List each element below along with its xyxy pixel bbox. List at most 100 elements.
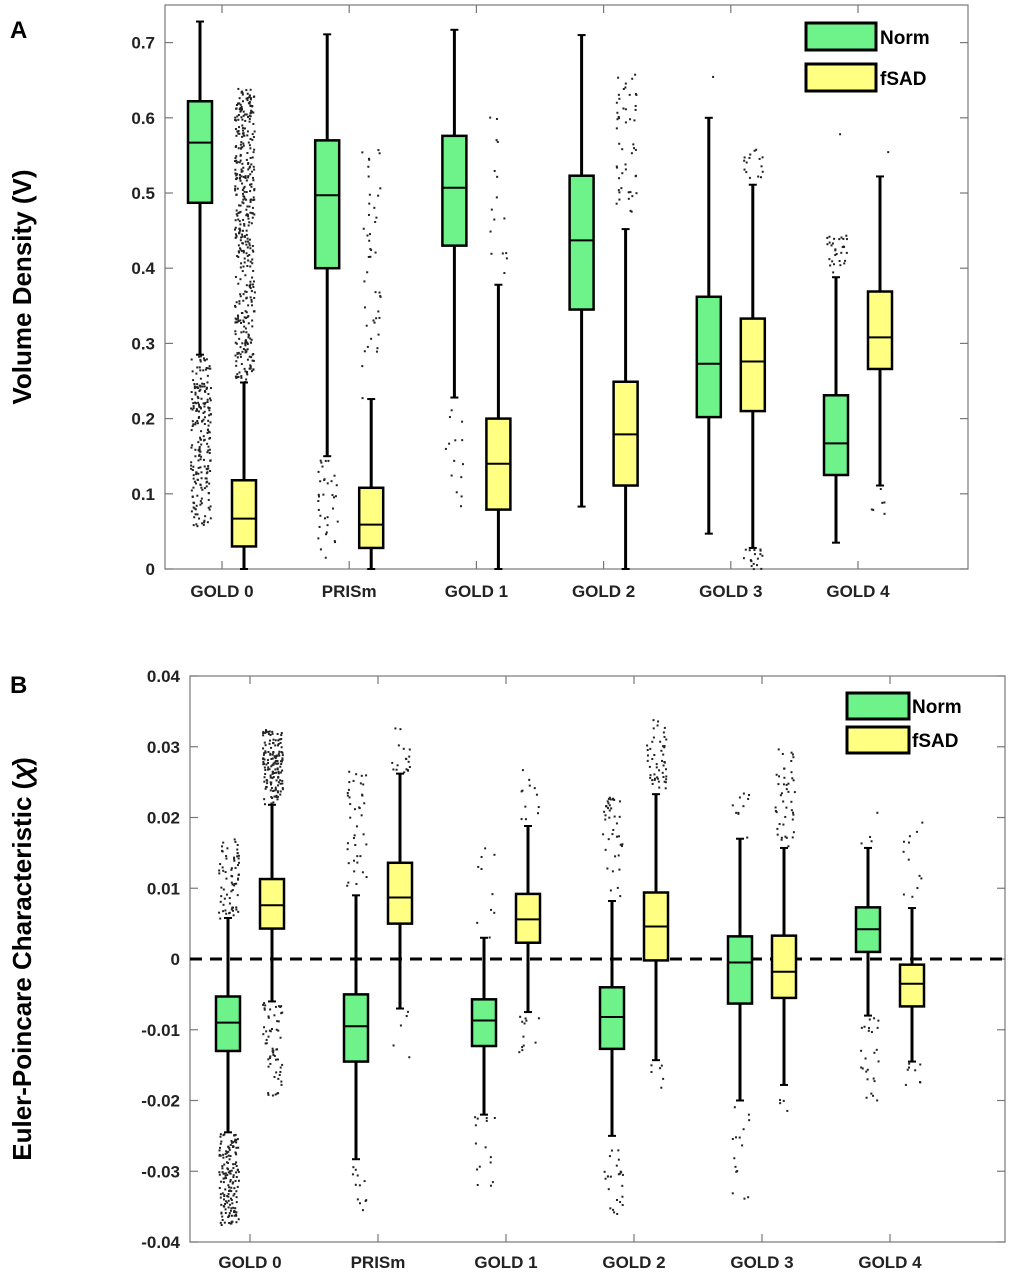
outlier-point bbox=[235, 1171, 238, 1174]
outlier-point bbox=[196, 513, 199, 516]
outlier-point bbox=[608, 1155, 611, 1158]
outlier-point bbox=[221, 1192, 224, 1195]
outlier-point bbox=[246, 99, 249, 102]
outlier-point bbox=[224, 1152, 227, 1155]
outlier-point bbox=[231, 889, 234, 892]
outlier-point bbox=[228, 1186, 231, 1189]
outlier-point bbox=[195, 408, 198, 411]
outlier-point bbox=[247, 115, 250, 118]
outlier-point bbox=[222, 1156, 225, 1159]
outlier-point bbox=[787, 782, 790, 785]
outlier-point bbox=[251, 258, 254, 261]
outlier-point bbox=[621, 1195, 624, 1198]
outlier-point bbox=[840, 236, 843, 239]
outlier-point bbox=[275, 788, 278, 791]
box-fsad-prism bbox=[386, 727, 414, 1059]
outlier-point bbox=[662, 1077, 665, 1080]
outlier-point bbox=[662, 764, 665, 767]
outlier-point bbox=[317, 493, 320, 496]
outlier-point bbox=[277, 739, 280, 742]
outlier-point bbox=[365, 774, 368, 777]
outlier-point bbox=[200, 471, 203, 474]
outlier-point bbox=[235, 213, 238, 216]
outlier-point bbox=[860, 1066, 863, 1069]
outlier-point bbox=[244, 339, 247, 342]
outlier-point bbox=[227, 1216, 230, 1219]
outlier-point bbox=[237, 861, 240, 864]
outlier-point bbox=[785, 836, 788, 839]
outlier-point bbox=[252, 95, 255, 98]
outlier-point bbox=[372, 319, 375, 322]
iqr-box bbox=[726, 935, 754, 1005]
outlier-point bbox=[265, 763, 268, 766]
outlier-point bbox=[197, 441, 200, 444]
outlier-point bbox=[242, 319, 245, 322]
outlier-point bbox=[236, 864, 239, 867]
outlier-point bbox=[265, 1038, 268, 1041]
outlier-point bbox=[207, 506, 210, 509]
outlier-point bbox=[230, 1198, 233, 1201]
outlier-point bbox=[493, 911, 496, 914]
outlier-point bbox=[199, 500, 202, 503]
outlier-point bbox=[902, 893, 905, 896]
outlier-point bbox=[608, 809, 611, 812]
outlier-point bbox=[618, 1172, 621, 1175]
outlier-point bbox=[234, 1152, 237, 1155]
outlier-point bbox=[347, 862, 350, 865]
outlier-point bbox=[272, 776, 275, 779]
outlier-point bbox=[238, 227, 241, 230]
outlier-point bbox=[199, 466, 202, 469]
outlier-point bbox=[359, 855, 362, 858]
outlier-point bbox=[835, 253, 838, 256]
outlier-point bbox=[245, 208, 248, 211]
outlier-point bbox=[731, 1137, 734, 1140]
outlier-point bbox=[237, 87, 240, 90]
outlier-point bbox=[358, 806, 361, 809]
outlier-point bbox=[448, 416, 451, 419]
outlier-point bbox=[239, 266, 242, 269]
outlier-point bbox=[618, 177, 621, 180]
outlier-point bbox=[652, 719, 655, 722]
outlier-point bbox=[379, 187, 382, 190]
outlier-point bbox=[228, 1158, 231, 1161]
box-fsad-gold-4 bbox=[866, 151, 894, 515]
outlier-point bbox=[252, 353, 255, 356]
outlier-point bbox=[614, 855, 617, 858]
outlier-point bbox=[201, 385, 204, 388]
outlier-point bbox=[231, 909, 234, 912]
outlier-point bbox=[368, 193, 371, 196]
outlier-point bbox=[224, 1203, 227, 1206]
outlier-point bbox=[866, 1068, 869, 1071]
outlier-point bbox=[191, 370, 194, 373]
outlier-point bbox=[244, 327, 247, 330]
outlier-point bbox=[782, 800, 785, 803]
outlier-point bbox=[353, 808, 356, 811]
outlier-point bbox=[197, 466, 200, 469]
outlier-point bbox=[907, 1066, 910, 1069]
outlier-point bbox=[198, 446, 201, 449]
outlier-point bbox=[206, 381, 209, 384]
outlier-point bbox=[281, 787, 284, 790]
outlier-point bbox=[235, 159, 238, 162]
outlier-point bbox=[196, 494, 199, 497]
outlier-point bbox=[661, 771, 664, 774]
outlier-point bbox=[219, 1196, 222, 1199]
outlier-point bbox=[233, 859, 236, 862]
outlier-point bbox=[224, 1208, 227, 1211]
outlier-point bbox=[221, 1167, 224, 1170]
outlier-point bbox=[234, 321, 237, 324]
outlier-point bbox=[236, 848, 239, 851]
outlier-point bbox=[826, 236, 829, 239]
outlier-point bbox=[908, 1062, 911, 1065]
outlier-point bbox=[326, 482, 329, 485]
outlier-point bbox=[230, 908, 233, 911]
outlier-point bbox=[242, 166, 245, 169]
outlier-point bbox=[346, 794, 349, 797]
outlier-point bbox=[378, 152, 381, 155]
outlier-point bbox=[237, 251, 240, 254]
outlier-point bbox=[607, 807, 610, 810]
outlier-point bbox=[522, 1044, 525, 1047]
outlier-point bbox=[227, 1150, 230, 1153]
outlier-point bbox=[196, 422, 199, 425]
outlier-point bbox=[263, 741, 266, 744]
